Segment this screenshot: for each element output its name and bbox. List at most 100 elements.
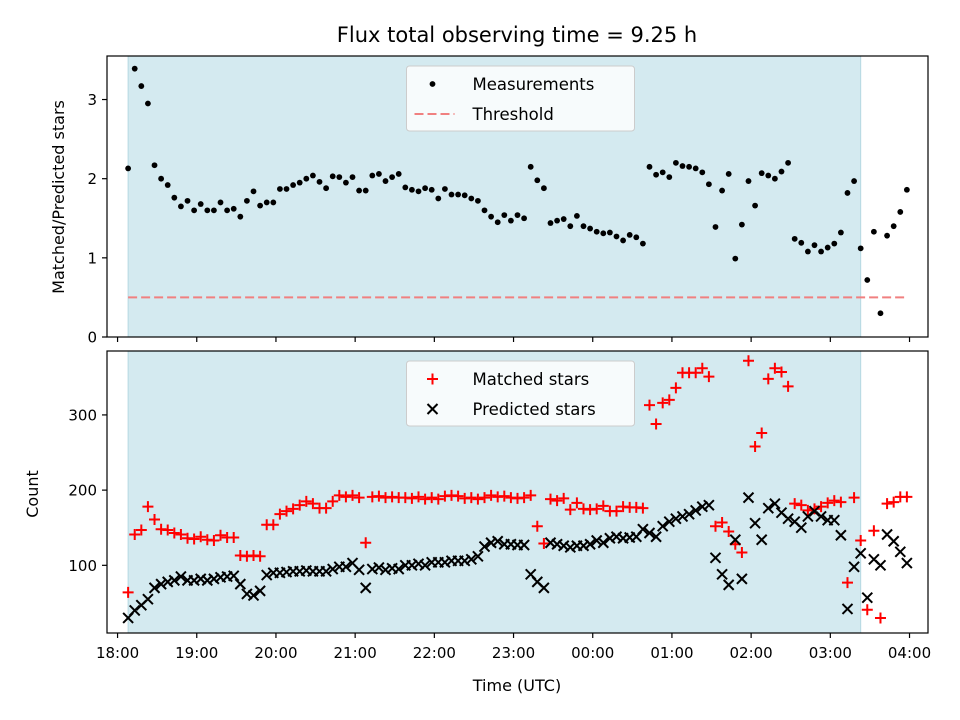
data-point (874, 612, 886, 624)
data-point (818, 248, 824, 255)
data-point (841, 577, 853, 589)
data-point (637, 502, 649, 514)
data-point (296, 179, 303, 186)
data-point (197, 201, 204, 207)
legend-label: Threshold (472, 105, 554, 124)
data-point (643, 399, 655, 411)
data-point (257, 202, 264, 209)
data-point (593, 228, 600, 235)
data-point (670, 512, 682, 525)
legend-box (406, 360, 635, 427)
data-point (732, 255, 739, 262)
data-point (778, 168, 785, 175)
data-point (287, 503, 299, 515)
data-point (756, 427, 768, 439)
data-point (752, 202, 758, 209)
data-point (188, 574, 200, 587)
data-point (162, 524, 174, 536)
data-point (485, 489, 497, 501)
data-point (857, 245, 864, 252)
data-point (465, 553, 478, 566)
data-point (442, 186, 448, 192)
data-point (435, 195, 442, 202)
data-point (888, 496, 900, 508)
data-point (597, 537, 610, 549)
legend-label: Measurements (473, 75, 595, 94)
data-point (901, 491, 913, 503)
data-point (540, 185, 547, 192)
data-point (749, 441, 761, 453)
data-point (795, 522, 807, 534)
data-point (798, 239, 805, 246)
y-tick-label: 200 (68, 482, 97, 500)
data-point (855, 535, 867, 547)
data-point (162, 576, 174, 588)
data-point (802, 504, 814, 516)
data-point (263, 199, 270, 206)
data-point (428, 186, 435, 193)
data-point (395, 171, 402, 177)
data-point (389, 174, 396, 181)
data-point (544, 537, 557, 549)
data-point (138, 83, 145, 89)
data-point (738, 221, 745, 228)
plot-frame (106, 350, 929, 634)
data-point (131, 65, 138, 72)
data-point (494, 219, 501, 226)
data-point (195, 531, 207, 543)
data-point (168, 527, 180, 539)
x-tick-label: 04:00 (888, 644, 931, 662)
data-point (690, 367, 702, 379)
data-point (890, 223, 897, 230)
data-point (848, 561, 860, 573)
data-point (887, 535, 900, 547)
data-point (452, 490, 464, 502)
data-point (215, 529, 227, 541)
data-point (719, 187, 725, 194)
data-point (217, 199, 224, 206)
data-point (228, 531, 240, 543)
data-point (142, 593, 154, 605)
data-point (237, 213, 244, 220)
y-tick-label: 100 (68, 557, 97, 575)
data-point (458, 555, 471, 567)
data-point (551, 495, 563, 507)
data-point (336, 174, 343, 181)
data-point (402, 184, 409, 191)
data-point (241, 588, 253, 600)
data-point (461, 192, 468, 199)
data-point (340, 491, 352, 503)
data-point (439, 556, 451, 569)
data-point (604, 532, 616, 544)
plot-frame (106, 55, 929, 338)
data-point (432, 493, 444, 505)
data-point (897, 209, 904, 215)
x-tick-label: 01:00 (650, 644, 693, 662)
data-point (307, 498, 319, 510)
data-point (267, 519, 279, 531)
data-point (514, 212, 521, 219)
data-point (824, 244, 831, 251)
x-tick-label: 19:00 (175, 644, 218, 662)
x-tick-label: 03:00 (809, 644, 852, 662)
data-point (699, 169, 706, 176)
data-point (382, 178, 389, 184)
data-point (769, 497, 781, 510)
data-point (841, 603, 854, 615)
data-point (736, 573, 748, 585)
data-point (703, 499, 715, 511)
data-point (175, 570, 187, 583)
data-point (765, 172, 772, 179)
data-point (551, 538, 563, 550)
data-point (716, 516, 728, 528)
data-point (554, 217, 560, 224)
data-point (670, 382, 682, 394)
data-point (412, 558, 425, 570)
data-point (811, 242, 818, 249)
data-point (274, 508, 286, 520)
data-point (247, 589, 260, 602)
data-point (290, 182, 297, 188)
legend-box (406, 65, 635, 132)
legend-label: Predicted stars (473, 400, 596, 419)
